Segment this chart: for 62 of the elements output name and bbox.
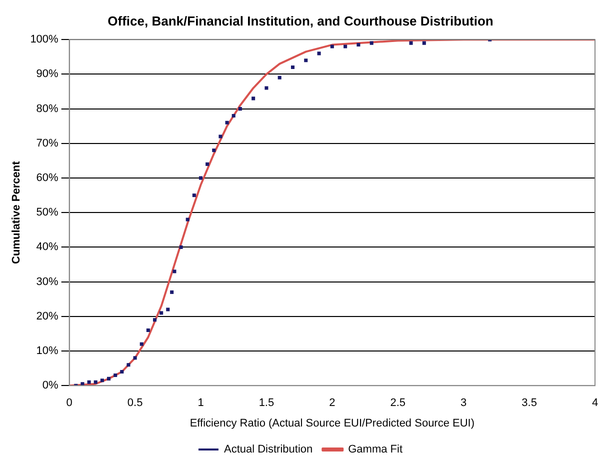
point [225,120,229,124]
point [160,311,164,315]
point [94,380,98,384]
point [179,245,183,249]
y-tick-label: 70% [36,137,59,150]
point [278,76,282,80]
y-tick-label: 100% [30,34,59,46]
point [212,148,216,152]
x-tick-label: 1 [198,397,204,410]
point [166,308,170,312]
x-axis-title: Efficiency Ratio (Actual Source EUI/Predicted Source EUI) [190,417,475,430]
y-tick-label: 80% [36,102,59,115]
point [232,114,236,118]
x-tick-label: 0.5 [127,397,143,410]
point [264,86,268,90]
y-tick-label: 0% [42,380,59,392]
point [146,328,150,332]
point [238,107,242,111]
y-tick-label: 50% [36,206,59,219]
point [290,66,295,70]
point [170,290,174,294]
y-tick-label: 30% [36,276,59,288]
x-tick-label: 4 [592,397,598,410]
point [422,41,426,45]
point [152,318,157,322]
y-axis-title: Cumulative Percent [10,160,23,264]
chart-title: Office, Bank/Financial Institution, and Courthouse Distribution [108,13,494,28]
point [198,176,203,180]
point [87,380,91,384]
point [344,44,348,48]
point [114,373,118,377]
point [126,363,130,367]
x-tick-label: 2 [329,397,336,410]
x-tick-label: 1.5 [258,397,274,410]
point [356,43,360,47]
point [304,58,308,62]
y-tick-label: 60% [36,172,59,184]
y-tick-label: 20% [36,310,59,322]
point [317,52,321,56]
point [330,44,334,48]
x-tick-label: 0 [66,397,72,410]
point [192,194,196,198]
y-tick-label: 40% [36,241,59,254]
point [172,270,176,274]
point [140,342,144,346]
point [409,41,413,45]
point [252,96,256,100]
y-tick-label: 10% [36,345,59,358]
point [100,378,104,382]
legend-label: Gamma Fit [348,444,403,456]
x-tick-label: 3 [460,397,467,410]
legend-label: Actual Distribution [224,444,313,456]
x-tick-label: 2.5 [390,397,406,410]
point [133,356,137,360]
point [206,162,210,166]
point [106,376,111,380]
y-tick-label: 90% [36,68,59,80]
x-tick-label: 3.5 [522,397,537,410]
point [218,134,222,138]
point [120,370,124,374]
point [370,41,374,45]
point [186,218,190,222]
